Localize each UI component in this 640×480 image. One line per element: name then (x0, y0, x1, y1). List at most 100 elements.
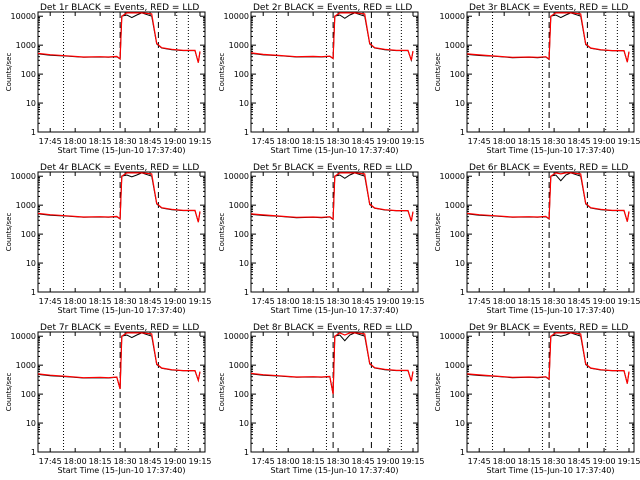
lld-series-line (250, 172, 414, 222)
y-tick-label: 1000 (445, 41, 465, 50)
lld-series-line (37, 12, 201, 63)
lld-series-line (37, 172, 201, 223)
x-tick-label: 18:30 (327, 297, 350, 306)
x-tick-label: 18:45 (568, 457, 591, 466)
x-tick-label: 19:00 (377, 137, 400, 146)
x-axis-label: Start Time (15-Jun-10 17:37:40) (58, 466, 186, 475)
plot-frame (37, 331, 206, 453)
plot-frame (37, 171, 206, 293)
y-tick-label: 10000 (440, 12, 465, 21)
y-tick-label: 1 (31, 448, 36, 457)
x-tick-label: 18:45 (139, 137, 162, 146)
x-tick-label: 19:15 (188, 297, 211, 306)
events-series-line (250, 172, 414, 222)
x-tick-label: 18:00 (277, 137, 300, 146)
x-tick-label: 18:00 (64, 137, 87, 146)
y-tick-label: 100 (450, 230, 465, 239)
x-tick-label: 18:45 (352, 457, 375, 466)
x-tick-label: 18:30 (543, 137, 566, 146)
y-tick-label: 10 (455, 259, 465, 268)
x-tick-label: 18:15 (518, 297, 541, 306)
events-series-line (37, 172, 201, 223)
x-tick-label: 19:00 (593, 297, 616, 306)
x-tick-label: 18:15 (302, 137, 325, 146)
x-tick-label: 19:15 (401, 137, 424, 146)
y-axis-label: Counts/sec (5, 373, 13, 412)
y-tick-label: 100 (21, 390, 36, 399)
x-tick-label: 17:45 (252, 137, 275, 146)
events-series-line (466, 12, 630, 63)
x-tick-label: 18:15 (89, 137, 112, 146)
x-tick-label: 19:00 (593, 457, 616, 466)
y-tick-label: 1 (244, 448, 249, 457)
y-tick-label: 1 (460, 128, 465, 137)
x-tick-label: 18:30 (114, 297, 137, 306)
x-tick-label: 18:00 (277, 457, 300, 466)
x-tick-label: 19:00 (164, 137, 187, 146)
x-axis-label: Start Time (15-Jun-10 17:37:40) (487, 306, 615, 315)
lld-series-line (466, 172, 630, 222)
plot-frame (466, 11, 635, 133)
y-axis-label: Counts/sec (434, 53, 442, 92)
x-axis-label: Start Time (15-Jun-10 17:37:40) (487, 466, 615, 475)
x-tick-label: 19:15 (401, 297, 424, 306)
lld-series-line (250, 12, 414, 61)
x-tick-label: 18:30 (114, 457, 137, 466)
lld-series-line (37, 332, 201, 390)
y-tick-label: 10000 (11, 12, 36, 21)
y-tick-label: 1 (244, 128, 249, 137)
x-tick-label: 19:00 (593, 137, 616, 146)
x-tick-label: 19:15 (188, 457, 211, 466)
x-tick-label: 18:45 (352, 297, 375, 306)
x-tick-label: 17:45 (39, 457, 62, 466)
x-axis-label: Start Time (15-Jun-10 17:37:40) (271, 146, 399, 155)
x-tick-label: 18:45 (139, 457, 162, 466)
x-tick-label: 18:00 (64, 297, 87, 306)
panel-title: Det 9r BLACK = Events, RED = LLD (469, 323, 628, 333)
y-tick-label: 10 (239, 419, 249, 428)
x-tick-label: 18:00 (277, 297, 300, 306)
lld-series-line (466, 12, 630, 63)
x-tick-label: 18:15 (302, 457, 325, 466)
plot-frame (466, 331, 635, 453)
y-axis-label: Counts/sec (5, 53, 13, 92)
y-tick-label: 100 (234, 230, 249, 239)
x-tick-label: 18:30 (327, 457, 350, 466)
x-tick-label: 18:00 (493, 137, 516, 146)
x-tick-label: 19:00 (164, 297, 187, 306)
x-axis-label: Start Time (15-Jun-10 17:37:40) (271, 306, 399, 315)
plot-frame (250, 331, 419, 453)
y-tick-label: 100 (21, 70, 36, 79)
y-tick-label: 1 (460, 448, 465, 457)
plot-frame (250, 171, 419, 293)
y-axis-label: Counts/sec (434, 373, 442, 412)
y-tick-label: 1000 (445, 361, 465, 370)
x-tick-label: 17:45 (252, 297, 275, 306)
x-tick-label: 17:45 (468, 457, 491, 466)
y-tick-label: 10 (26, 259, 36, 268)
y-tick-label: 100 (21, 230, 36, 239)
panel-title: Det 2r BLACK = Events, RED = LLD (253, 3, 412, 13)
events-series-line (37, 332, 201, 390)
x-axis-label: Start Time (15-Jun-10 17:37:40) (58, 146, 186, 155)
y-tick-label: 10000 (440, 172, 465, 181)
x-tick-label: 18:45 (352, 137, 375, 146)
x-tick-label: 18:15 (518, 137, 541, 146)
panel-title: Det 5r BLACK = Events, RED = LLD (253, 163, 412, 173)
y-tick-label: 100 (234, 70, 249, 79)
y-tick-label: 1000 (445, 201, 465, 210)
y-axis-label: Counts/sec (5, 213, 13, 252)
x-tick-label: 19:00 (164, 457, 187, 466)
lld-series-line (250, 332, 414, 395)
panel-title: Det 3r BLACK = Events, RED = LLD (469, 3, 628, 13)
panel-title: Det 8r BLACK = Events, RED = LLD (253, 323, 412, 333)
y-tick-label: 10000 (224, 332, 249, 341)
